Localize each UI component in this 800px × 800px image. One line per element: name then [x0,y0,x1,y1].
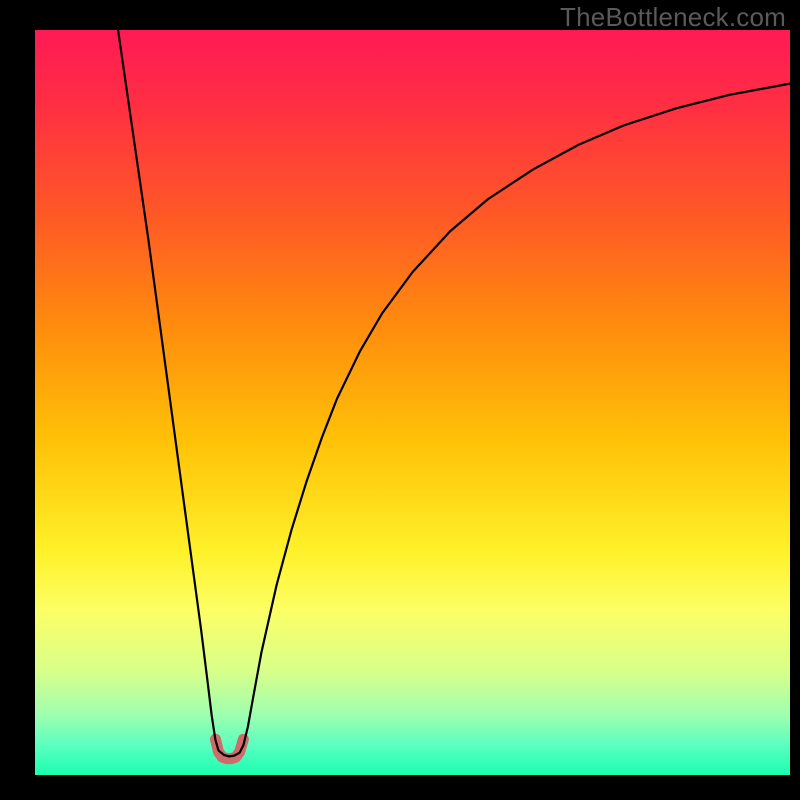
bottleneck-curve [118,30,790,756]
watermark-text: TheBottleneck.com [560,2,786,33]
chart-svg [35,30,790,775]
plot-area [35,30,790,775]
